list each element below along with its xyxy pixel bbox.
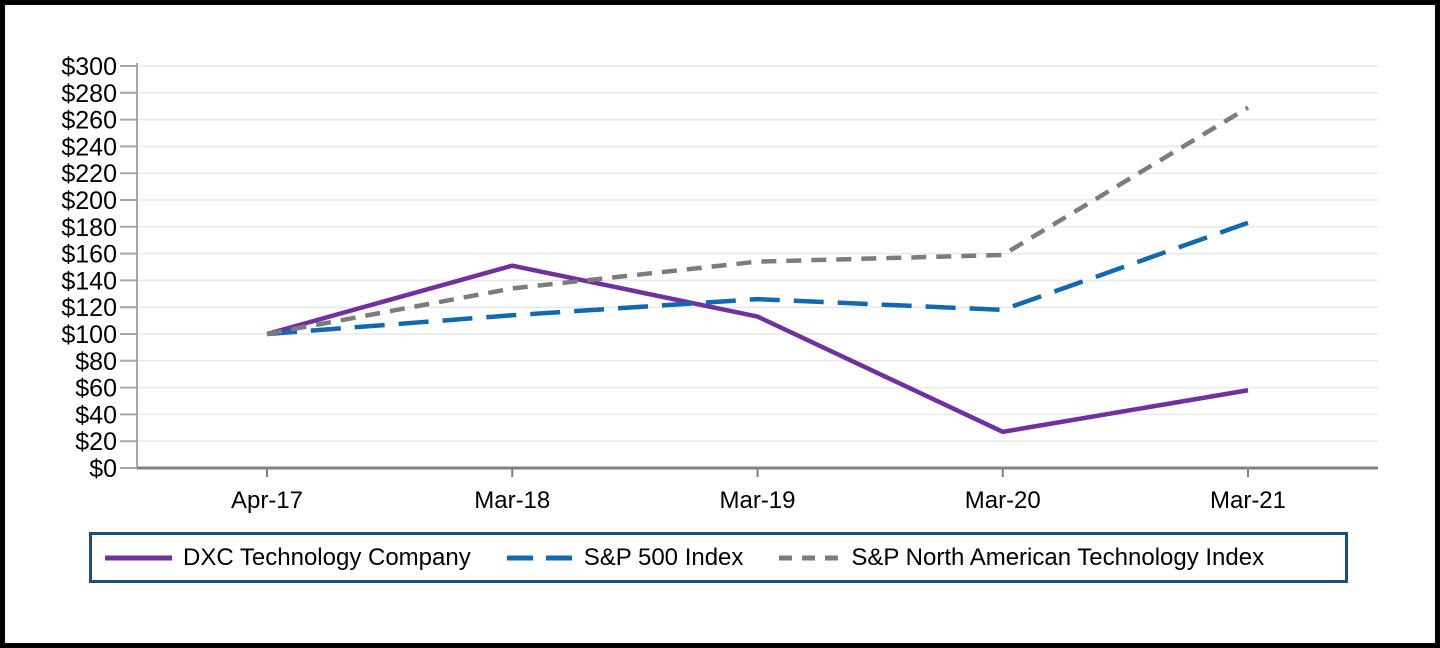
y-axis-tick-label: $120 — [61, 294, 117, 322]
y-axis-tick-label: $160 — [61, 241, 117, 269]
series-line-1 — [266, 220, 1249, 337]
y-axis-tick-label: $100 — [61, 321, 117, 349]
y-axis-tick-label: $220 — [61, 160, 117, 188]
legend-label-dxc: DXC Technology Company — [183, 543, 471, 571]
y-axis-tick-label: $60 — [75, 375, 117, 403]
x-axis-tick-label: Mar-21 — [1210, 487, 1286, 514]
y-axis-tick-label: $200 — [61, 187, 117, 215]
x-axis-tick-label: Mar-20 — [965, 487, 1041, 514]
series-line-0 — [266, 263, 1249, 435]
y-axis-tick-label: $40 — [75, 401, 117, 429]
y-axis-tick-label: $0 — [89, 455, 117, 483]
legend-item-dxc: DXC Technology Company — [105, 544, 471, 572]
y-axis-tick-label: $140 — [61, 267, 117, 295]
y-axis-tick-label: $240 — [61, 133, 117, 161]
x-axis-tick-label: Mar-19 — [719, 487, 795, 514]
legend-label-sp500: S&P 500 Index — [583, 543, 744, 571]
legend-line-sample-sp500 — [506, 555, 573, 560]
y-axis-tick-label: $180 — [61, 214, 117, 242]
x-axis-tick-label: Mar-18 — [474, 487, 550, 514]
series-line-2 — [266, 105, 1250, 337]
y-axis-tick-label: $20 — [75, 428, 117, 456]
x-axis-tick-label: Apr-17 — [231, 487, 303, 514]
legend-line-sample-dxc — [105, 555, 172, 560]
chart-legend: DXC Technology Company S&P 500 Index S&P… — [89, 532, 1348, 583]
legend-line-sample-sp-tech — [779, 555, 841, 560]
legend-item-sp-tech: S&P North American Technology Index — [779, 544, 1264, 572]
legend-label-sp-tech: S&P North American Technology Index — [851, 543, 1265, 571]
y-axis-tick-label: $80 — [75, 348, 117, 376]
y-axis-tick-label: $280 — [61, 80, 117, 108]
legend-item-sp500: S&P 500 Index — [506, 543, 744, 572]
y-axis-tick-label: $300 — [61, 53, 117, 81]
y-axis-tick-label: $260 — [61, 107, 117, 135]
